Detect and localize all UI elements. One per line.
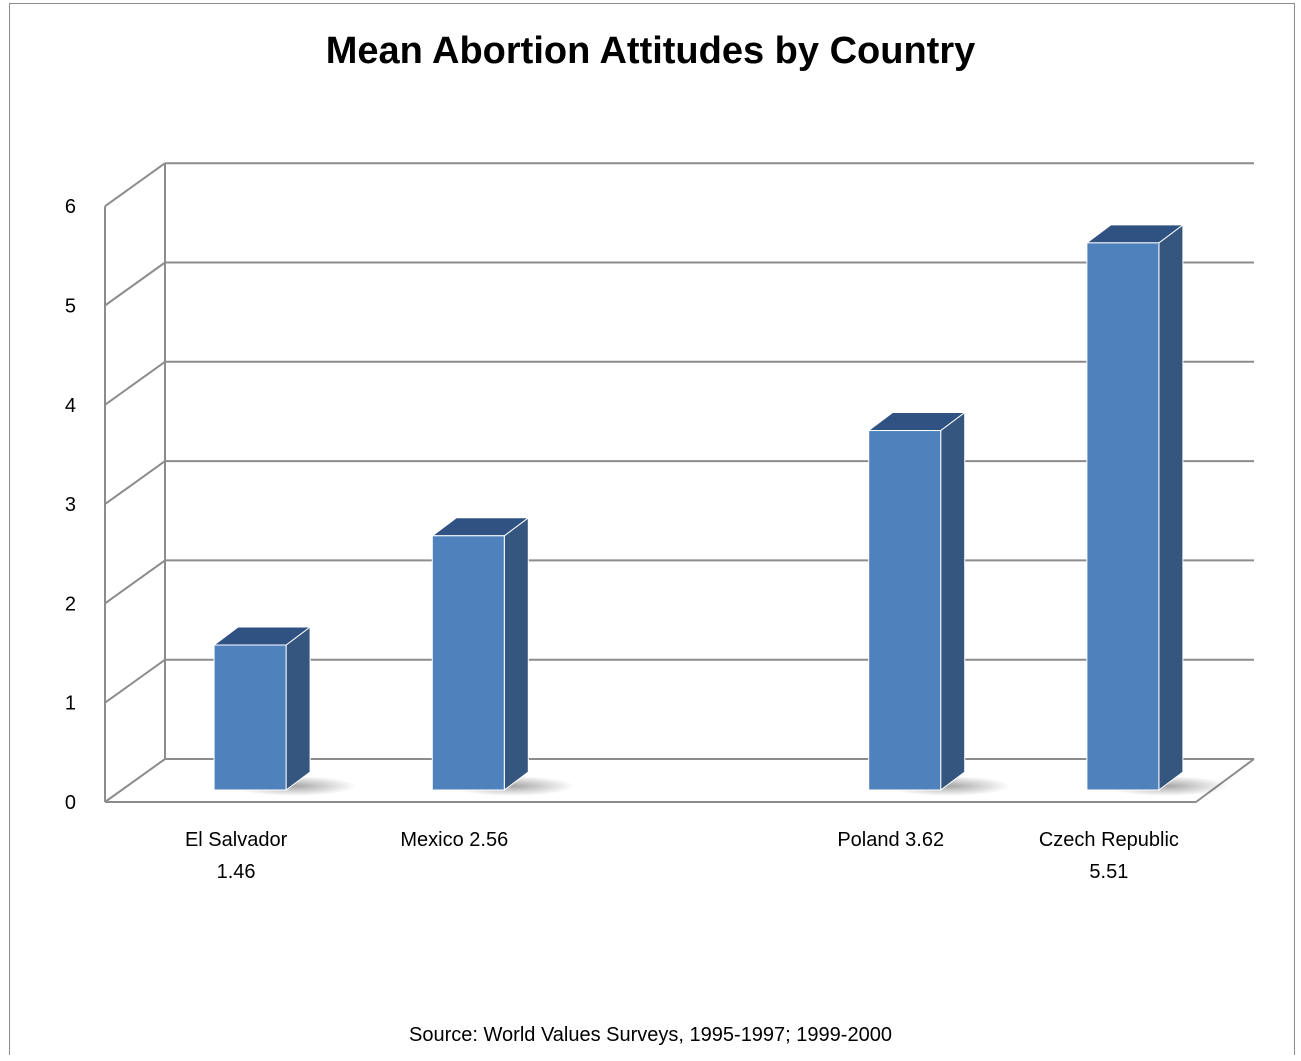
- bar: [1086, 242, 1160, 791]
- floor-right-edge: [1195, 758, 1255, 803]
- gridline-side: [104, 460, 166, 505]
- bar-side: [940, 411, 966, 791]
- gridline-side: [104, 559, 166, 605]
- bar-side: [1158, 223, 1184, 791]
- x-tick-label: Poland 3.62: [837, 829, 944, 851]
- bar-side: [503, 516, 529, 791]
- y-tick-label: 2: [65, 593, 76, 615]
- x-tick-label: El Salvador: [185, 829, 288, 851]
- chart-title: Mean Abortion Attitudes by Country: [325, 30, 976, 72]
- x-tick-label: Czech Republic: [1039, 829, 1179, 851]
- gridline-side: [104, 261, 166, 307]
- chart-source-note: Source: World Values Surveys, 1995-1997;…: [409, 1024, 892, 1046]
- y-tick-label: 0: [65, 792, 76, 814]
- y-tick-label: 1: [65, 693, 76, 715]
- gridlines: [104, 162, 1255, 803]
- y-tick-label: 4: [65, 395, 76, 417]
- gridline-side: [104, 360, 166, 406]
- bar: [213, 644, 287, 791]
- chart-frame: [9, 3, 1295, 1055]
- bar: [868, 430, 942, 791]
- y-tick-label: 3: [65, 494, 76, 516]
- y-tick-label: 6: [65, 196, 76, 218]
- bar: [431, 535, 505, 791]
- x-tick-label: 1.46: [217, 861, 256, 883]
- bars: [212, 223, 1229, 796]
- gridline-side: [104, 658, 166, 704]
- y-tick-label: 5: [65, 296, 76, 318]
- x-tick-label: Mexico 2.56: [400, 829, 508, 851]
- bar-side: [285, 626, 311, 791]
- y-axis-ticks: 0 1 2 3 4 5 6: [65, 196, 76, 814]
- x-axis-labels: El Salvador 1.46 Mexico 2.56 Poland 3.62 Cze…: [185, 829, 1179, 883]
- gridline-side: [104, 758, 166, 803]
- x-tick-label: 5.51: [1089, 861, 1128, 883]
- gridline-side: [104, 162, 166, 208]
